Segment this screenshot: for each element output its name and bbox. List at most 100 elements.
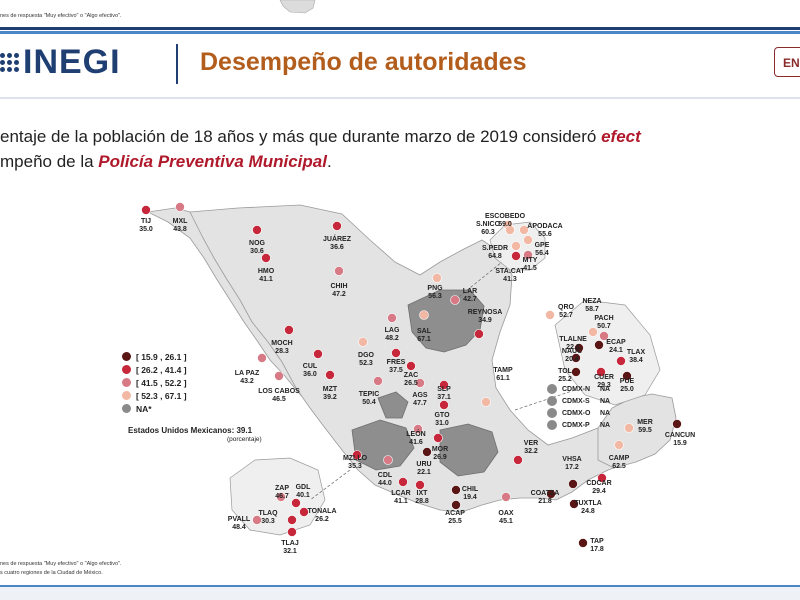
map-legend: [ 15.9 , 26.1 ] [ 26.2 , 41.4 ] [ 41.5 , 5… [122,350,187,415]
city-markers [141,202,682,548]
city-label-gdl: GDL 40.1 [295,484,311,499]
city-label-camp: CAMP 62.5 [608,455,630,470]
city-label-mzllo: MZLLO 35.3 [342,455,368,470]
cdmx-item-cdmx-o: CDMX-O NA [547,407,610,419]
city-label-mty: MTY 41.5 [522,257,538,272]
subtitle-line-1: entaje de la población de 18 años y más … [0,127,641,146]
city-marker-ags [415,378,425,388]
legend-swatch-icon [122,378,131,387]
city-marker-coatza [546,489,556,499]
city-marker-camp [614,440,624,450]
city-label-ecap: ECAP 24.1 [606,339,626,354]
cdmx-value: NA [600,397,611,405]
city-label-tlalne: TLALNE 22.0 [559,336,587,351]
city-label-reynosa: REYNOSA 34.9 [467,309,503,324]
city-label-tlaj: TLAJ 32.1 [281,540,299,555]
city-marker-png [432,273,442,283]
city-marker-tamp [481,397,491,407]
city-label-nauc: NAUC 20.4 [561,348,583,363]
city-marker-gto [439,400,449,410]
legend-item: [ 26.2 , 41.4 ] [122,363,187,376]
cdmx-name: CDMX-O [562,409,591,417]
city-label-lcar: LCAR 41.1 [391,490,411,505]
city-marker-mzllo [352,450,362,460]
language-button[interactable]: EN [774,47,800,77]
city-marker-cancun [672,419,682,429]
city-label-tap: TAP 17.8 [590,538,604,553]
city-marker-acap [451,500,461,510]
na-regions [351,289,499,477]
city-label-cuer: CUER 29.3 [594,374,614,389]
city-label-lag: LAG 48.2 [384,327,400,342]
legend-label: [ 41.5 , 52.2 ] [136,377,187,388]
city-marker-qro [545,310,555,320]
logo-text: INEGI [23,42,121,81]
cdmx-value: NA [600,409,611,417]
inegi-logo[interactable]: INEGI [0,42,121,82]
city-marker-mty [523,250,533,260]
city-marker-tuxtla [569,499,579,509]
city-marker-sta-cat [511,251,521,261]
na-marker-icon [547,408,557,418]
city-marker-mer [624,423,634,433]
city-label-apodaca: APODACA 55.6 [527,223,563,238]
city-marker-lar [450,295,460,305]
city-marker-nog [252,225,262,235]
city-label-mzt: MZT 39.2 [322,386,338,401]
legend-label: [ 26.2 , 41.4 ] [136,364,187,375]
national-value: Estados Unidos Mexicanos: 39.1 (porcenta… [128,426,262,443]
city-marker-s-nico [505,225,515,235]
city-marker-slp [439,380,449,390]
city-marker-tonala [299,507,309,517]
city-marker-cul [313,349,323,359]
city-label-tamp: TAMP 61.1 [493,367,513,382]
city-marker-pvall [252,515,262,525]
city-label-oax: OAX 45.1 [498,510,514,525]
city-label-tlaq: TLAQ 30.3 [258,510,278,525]
cdmx-item-cdmx-s: CDMX-S NA [547,395,610,407]
city-label-s-nico: S.NICO 60.3 [475,221,501,236]
cdmx-name: CDMX-S [562,397,590,405]
city-label-zap: ZAP 46.7 [275,485,289,500]
city-marker-los-cabos [274,371,284,381]
legend-swatch-icon [122,352,131,361]
page-title: Desempeño de autoridades [200,48,527,76]
city-label-mor: MOR 26.9 [431,446,449,461]
city-label-sta-cat: STA.CAT 41.3 [495,268,525,283]
legend-label: [ 15.9 , 26.1 ] [136,351,187,362]
na-marker-icon [547,420,557,430]
city-marker-chih [334,266,344,276]
legend-item: [ 41.5 , 52.2 ] [122,376,187,389]
city-marker-zap [276,492,286,502]
city-marker-gpe [523,235,533,245]
footnote-2: s cuatro regiones de la Ciudad de México… [0,570,103,576]
city-label-dgo: DGO 52.3 [358,352,374,367]
city-label-escobedo: ESCOBEDO 59.0 [484,213,526,228]
top-footnote: nes de respuesta "Muy efectivo" o "Algo … [0,13,122,19]
city-marker-apodaca [519,225,529,235]
city-marker-reynosa [474,329,484,339]
city-marker-s-pedr [511,241,521,251]
city-label-fres: FRES 37.5 [386,359,406,374]
cdmx-legend: CDMX-N NA CDMX-S NA CDMX-O NA CDMX-P NA [547,383,610,431]
city-label-gto: GTO 31.0 [434,412,450,427]
cdmx-name: CDMX-N [562,385,590,393]
city-marker-mxl [175,202,185,212]
mexico-map [141,202,682,548]
city-label-tuxtla: TUXTLA 24.8 [574,500,602,515]
footnote-1: nes de respuesta "Muy efectivo" o "Algo … [0,561,122,567]
city-label-uru: URU 22.1 [416,461,432,476]
city-label-coatza: COATZA 21.8 [530,490,560,505]
city-marker-la-paz [257,353,267,363]
city-label-s-pedr: S.PEDR 64.8 [481,245,509,260]
city-label-zac: ZAC 26.5 [403,372,419,387]
header-divider [176,44,178,84]
city-marker-dgo [358,337,368,347]
inset-central [554,299,661,406]
subtitle-line-2: mpeño de la Policía Preventiva Municipal… [0,152,332,171]
legend-item: NA* [122,402,187,415]
city-marker-tij [141,205,151,215]
city-marker-tlaj [287,527,297,537]
city-marker-hmo [261,253,271,263]
city-marker-pue [622,371,632,381]
